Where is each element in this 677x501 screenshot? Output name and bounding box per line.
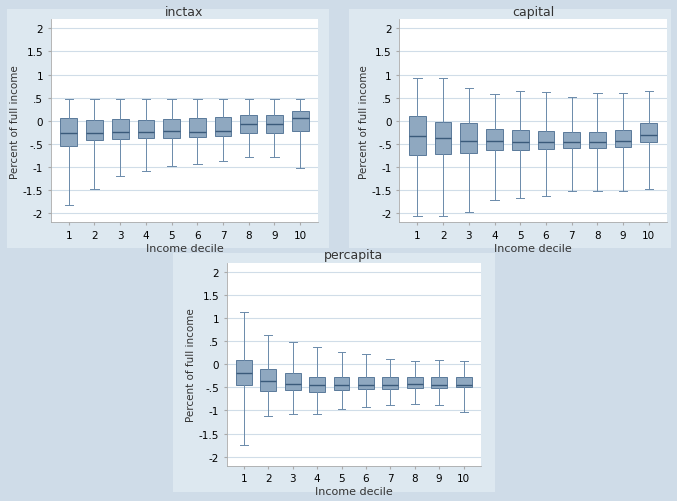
PathPatch shape <box>112 120 129 140</box>
PathPatch shape <box>285 373 301 390</box>
PathPatch shape <box>266 116 283 133</box>
PathPatch shape <box>431 377 447 388</box>
PathPatch shape <box>615 131 632 148</box>
Title: capital: capital <box>512 6 554 19</box>
PathPatch shape <box>383 377 398 389</box>
PathPatch shape <box>409 117 426 156</box>
PathPatch shape <box>460 124 477 154</box>
X-axis label: Income decile: Income decile <box>494 243 572 254</box>
PathPatch shape <box>240 116 257 134</box>
PathPatch shape <box>309 377 325 392</box>
PathPatch shape <box>163 120 180 139</box>
X-axis label: Income decile: Income decile <box>146 243 223 254</box>
PathPatch shape <box>334 377 349 390</box>
PathPatch shape <box>640 124 657 142</box>
PathPatch shape <box>512 131 529 150</box>
PathPatch shape <box>589 133 606 149</box>
PathPatch shape <box>261 369 276 391</box>
Title: percapita: percapita <box>324 249 383 262</box>
PathPatch shape <box>60 118 77 147</box>
PathPatch shape <box>215 117 232 137</box>
PathPatch shape <box>538 132 554 150</box>
PathPatch shape <box>292 111 309 132</box>
PathPatch shape <box>407 377 422 388</box>
X-axis label: Income decile: Income decile <box>315 486 393 496</box>
Y-axis label: Percent of full income: Percent of full income <box>359 65 369 178</box>
Title: inctax: inctax <box>165 6 204 19</box>
PathPatch shape <box>563 133 580 149</box>
Y-axis label: Percent of full income: Percent of full income <box>186 308 196 421</box>
PathPatch shape <box>358 377 374 389</box>
PathPatch shape <box>456 377 471 388</box>
PathPatch shape <box>486 129 503 150</box>
Y-axis label: Percent of full income: Percent of full income <box>10 65 20 178</box>
PathPatch shape <box>137 121 154 139</box>
PathPatch shape <box>86 121 103 141</box>
PathPatch shape <box>236 360 252 385</box>
PathPatch shape <box>189 119 206 138</box>
PathPatch shape <box>435 122 452 155</box>
